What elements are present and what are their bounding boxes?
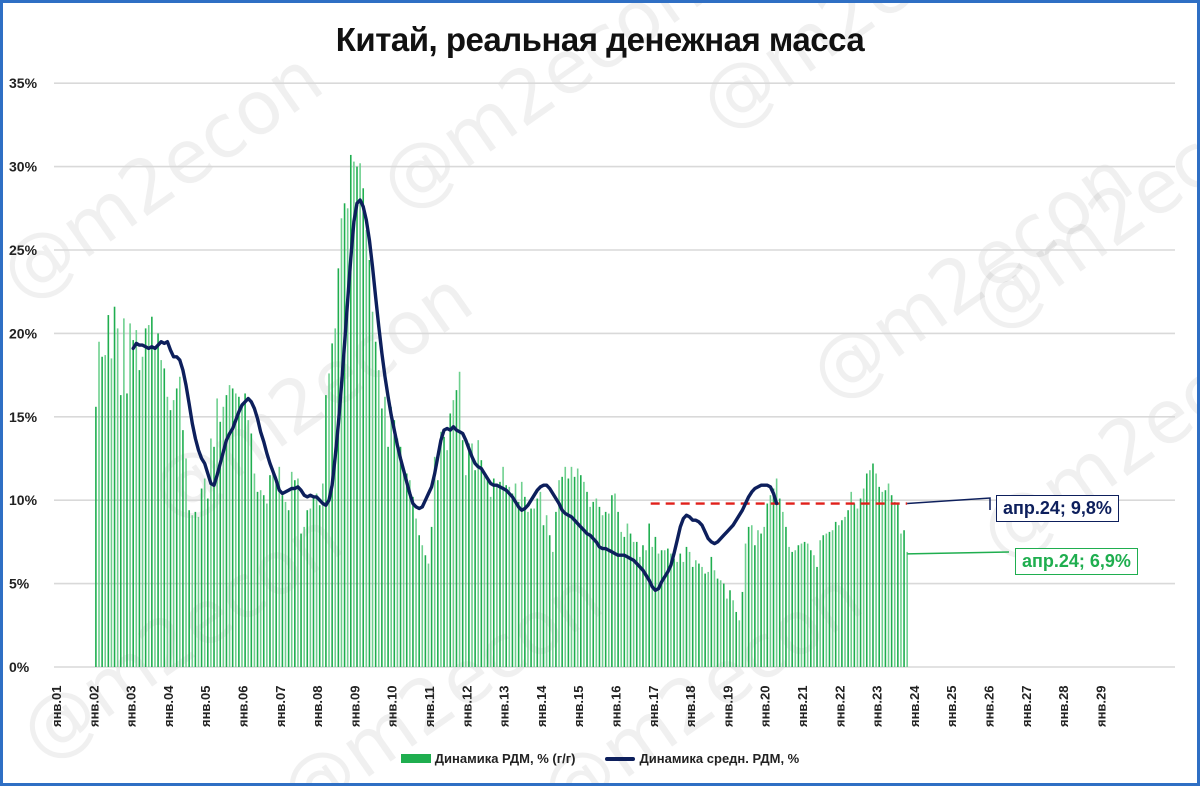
x-tick-label: янв.05 xyxy=(198,685,213,727)
x-tick-label: янв.21 xyxy=(795,685,810,727)
chart-plot: @m2econ@m2econ@m2econ@m2econ@m2econ@m2ec… xyxy=(3,3,1197,783)
legend-bar-label: Динамика РДМ, % (г/г) xyxy=(434,751,576,766)
x-axis-ticks: янв.01 янв.02 янв.03 янв.04 янв.05 янв.06 янв.… xyxy=(49,685,1108,727)
bar-series xyxy=(95,154,908,668)
legend-item-line: Динамика средн. РДМ, % xyxy=(605,751,799,766)
x-tick-label: янв.11 xyxy=(422,686,437,727)
x-tick-label: янв.29 xyxy=(1093,685,1108,727)
y-tick-label: 15% xyxy=(9,409,38,425)
line-series xyxy=(131,198,779,592)
x-tick-label: янв.22 xyxy=(832,685,847,727)
y-tick-label: 10% xyxy=(9,492,38,508)
x-tick-label: янв.04 xyxy=(161,685,176,727)
watermark-text: @m2econ xyxy=(684,3,1038,148)
x-tick-label: янв.06 xyxy=(236,685,251,727)
chart-title: Китай, реальная денежная масса xyxy=(335,21,865,58)
x-tick-label: янв.18 xyxy=(683,685,698,727)
x-tick-label: янв.01 xyxy=(49,685,64,727)
x-tick-label: янв.12 xyxy=(459,685,474,727)
watermark-text: @m2econ xyxy=(3,34,338,318)
line-last-value-callout: апр.24; 9,8% xyxy=(996,495,1119,522)
legend-item-bars: Динамика РДМ, % (г/г) xyxy=(400,751,576,766)
x-tick-label: янв.23 xyxy=(870,685,885,727)
x-tick-label: янв.19 xyxy=(720,685,735,727)
y-tick-label: 5% xyxy=(9,576,30,592)
x-tick-label: янв.03 xyxy=(124,685,139,727)
x-tick-label: янв.02 xyxy=(86,685,101,727)
x-tick-label: янв.14 xyxy=(534,685,549,727)
x-tick-label: янв.17 xyxy=(646,685,661,727)
y-tick-label: 30% xyxy=(9,159,38,175)
line-swatch-icon xyxy=(605,756,636,761)
x-tick-label: янв.20 xyxy=(758,685,773,727)
x-tick-label: янв.24 xyxy=(907,685,922,727)
bar-last-value-callout: апр.24; 6,9% xyxy=(1015,548,1138,575)
x-tick-label: янв.10 xyxy=(385,685,400,727)
legend: Динамика РДМ, % (г/г) Динамика средн. РД… xyxy=(3,751,1197,766)
x-tick-label: янв.15 xyxy=(571,685,586,727)
legend-line-label: Динамика средн. РДМ, % xyxy=(639,751,800,766)
x-tick-label: янв.26 xyxy=(982,685,997,727)
bar-swatch-icon xyxy=(400,754,431,763)
callout-leaders xyxy=(907,497,1010,555)
x-tick-label: янв.25 xyxy=(944,685,959,727)
x-tick-label: янв.13 xyxy=(497,685,512,727)
watermark-text: @m2econ xyxy=(954,64,1197,348)
x-tick-label: янв.28 xyxy=(1056,685,1071,727)
x-tick-label: янв.08 xyxy=(310,685,325,727)
y-tick-label: 35% xyxy=(9,75,38,91)
x-tick-label: янв.16 xyxy=(609,685,624,727)
x-tick-label: янв.09 xyxy=(347,685,362,727)
y-tick-label: 20% xyxy=(9,325,38,341)
y-tick-label: 25% xyxy=(9,242,38,258)
y-tick-label: 0% xyxy=(9,659,30,675)
watermark-text: @m2econ xyxy=(364,3,718,228)
x-tick-label: янв.07 xyxy=(273,685,288,727)
x-tick-label: янв.27 xyxy=(1019,685,1034,727)
y-axis-ticks: 0% 5% 10% 15% 20% 25% 30% 35% xyxy=(9,75,38,675)
